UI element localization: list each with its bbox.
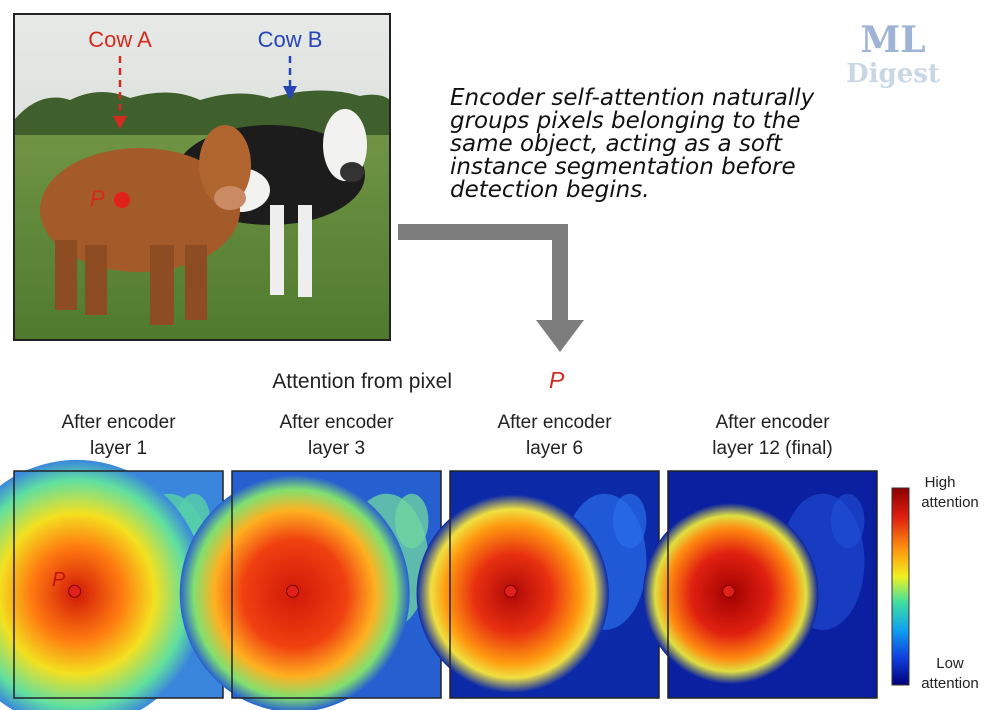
heatmap-frame (667, 470, 878, 699)
cow-a-body (40, 148, 240, 272)
pixel-dot (286, 584, 300, 598)
cow-b-leg (270, 205, 284, 295)
cow-b-label: Cow B (258, 27, 323, 52)
colorbar (891, 487, 910, 686)
panel-title: After encoder (497, 412, 612, 433)
caption-line: instance segmentation before (450, 154, 796, 180)
pixel-dot (114, 192, 130, 208)
colorbar-high: attention (921, 494, 979, 511)
colorbar-high: High (925, 474, 956, 491)
panel-title: layer 3 (308, 438, 365, 459)
pixel-dot (722, 584, 736, 598)
cow-a-attention (0, 459, 207, 710)
cow-a-muzzle (214, 186, 246, 210)
pixel-dot (68, 584, 82, 598)
cow-a-leg (185, 245, 207, 320)
cow-a-arrowhead (113, 116, 127, 129)
cow-b-head-attention (395, 493, 429, 549)
caption-line: same object, acting as a soft (450, 131, 783, 157)
cow-b-arrowhead (283, 86, 297, 100)
panel-title: After encoder (279, 412, 394, 433)
caption-line: detection begins. (450, 177, 650, 203)
pixel-label: P (90, 186, 105, 211)
pixel-label: P (52, 569, 66, 591)
attention-title-pixel: P (549, 367, 565, 393)
cow-a-leg (150, 245, 174, 325)
cow-a-head (199, 125, 251, 205)
logo-sub: Digest (846, 59, 940, 89)
panel-title: After encoder (61, 412, 176, 433)
heatmaps: After encoder layer 1 P After encoder layer … (0, 412, 878, 710)
cow-photo: Cow A Cow B P (13, 13, 391, 341)
cow-b-muzzle (340, 162, 364, 182)
colorbar-low: attention (921, 675, 979, 692)
cow-b-head-attention (831, 493, 865, 549)
caption-line: groups pixels belonging to the (450, 108, 800, 134)
panel-title: layer 6 (526, 438, 583, 459)
cow-a-label: Cow A (88, 27, 152, 52)
flow-arrowhead (536, 320, 584, 352)
panel-title: layer 1 (90, 438, 147, 459)
photo-frame (13, 13, 391, 341)
cow-a-leg (85, 245, 107, 315)
caption-line: Encoder self-attention naturally (450, 85, 815, 111)
panel-title: layer 12 (final) (712, 438, 832, 459)
flow-arrow (398, 224, 568, 322)
cow-a (40, 125, 251, 325)
pixel-dot (504, 584, 518, 598)
logo-main: ML (860, 19, 925, 61)
cow-b-leg (298, 205, 312, 297)
attention-title: Attention from pixel (272, 370, 452, 393)
cow-a-leg (55, 240, 77, 310)
panel-title: After encoder (715, 412, 830, 433)
colorbar-low: Low (936, 655, 964, 672)
cow-b-head-attention (613, 493, 647, 549)
